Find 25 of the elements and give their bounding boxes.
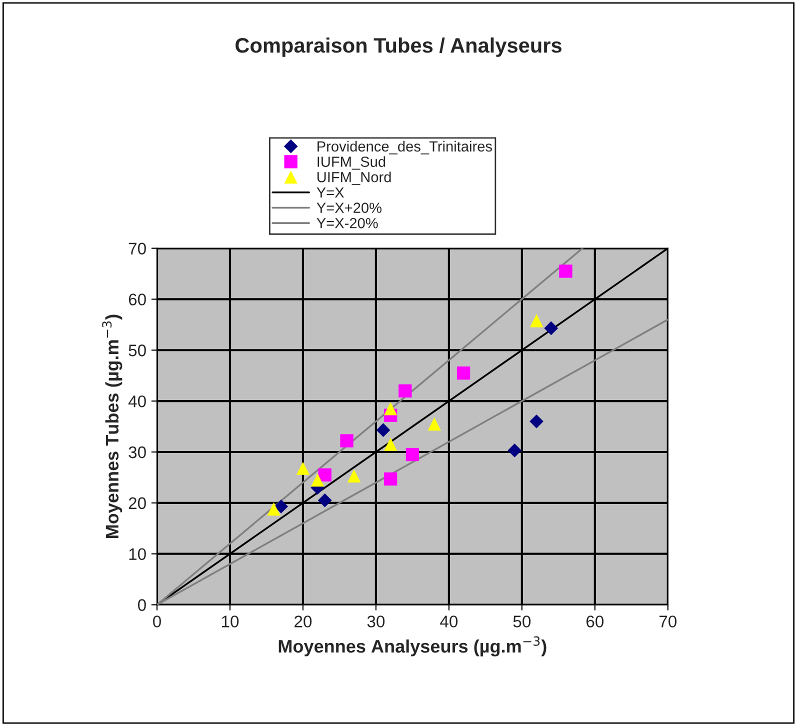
chart-title: Comparaison Tubes / Analyseurs <box>236 37 562 57</box>
x-tick-label: 70 <box>659 616 677 628</box>
y-tick-label: 0 <box>138 599 146 611</box>
legend-label: UIFM_Nord <box>317 172 391 186</box>
x-tick-label: 30 <box>367 616 385 628</box>
y-tick-label: 40 <box>128 395 146 408</box>
x-tick-label: 0 <box>153 616 161 628</box>
x-tick-label: 40 <box>440 616 458 628</box>
legend-label: Y=X+20% <box>316 202 382 213</box>
y-tick-label: 30 <box>128 446 146 458</box>
x-tick-label: 60 <box>586 616 604 628</box>
legend-label: IUFM_Sud <box>318 156 386 170</box>
legend-label: Y=X <box>316 187 344 198</box>
legend-label: Providence_des_Trinitaires <box>318 140 492 154</box>
x-axis-title: Moyennes Analyseurs (µg.m$^{−3}$) <box>278 636 546 656</box>
x-tick-label: 10 <box>222 616 239 628</box>
legend-label: Y=X-20% <box>316 218 378 228</box>
x-tick-label: 20 <box>294 616 312 628</box>
y-tick-label: 70 <box>128 242 146 254</box>
y-axis-title: Moyennes Tubes (µg.m$^{−3}$) <box>102 314 122 538</box>
y-tick-label: 20 <box>128 497 146 510</box>
x-tick-label: 50 <box>513 616 531 628</box>
y-tick-label: 60 <box>128 294 146 306</box>
y-tick-label: 50 <box>128 344 146 356</box>
y-tick-label: 10 <box>129 548 146 560</box>
